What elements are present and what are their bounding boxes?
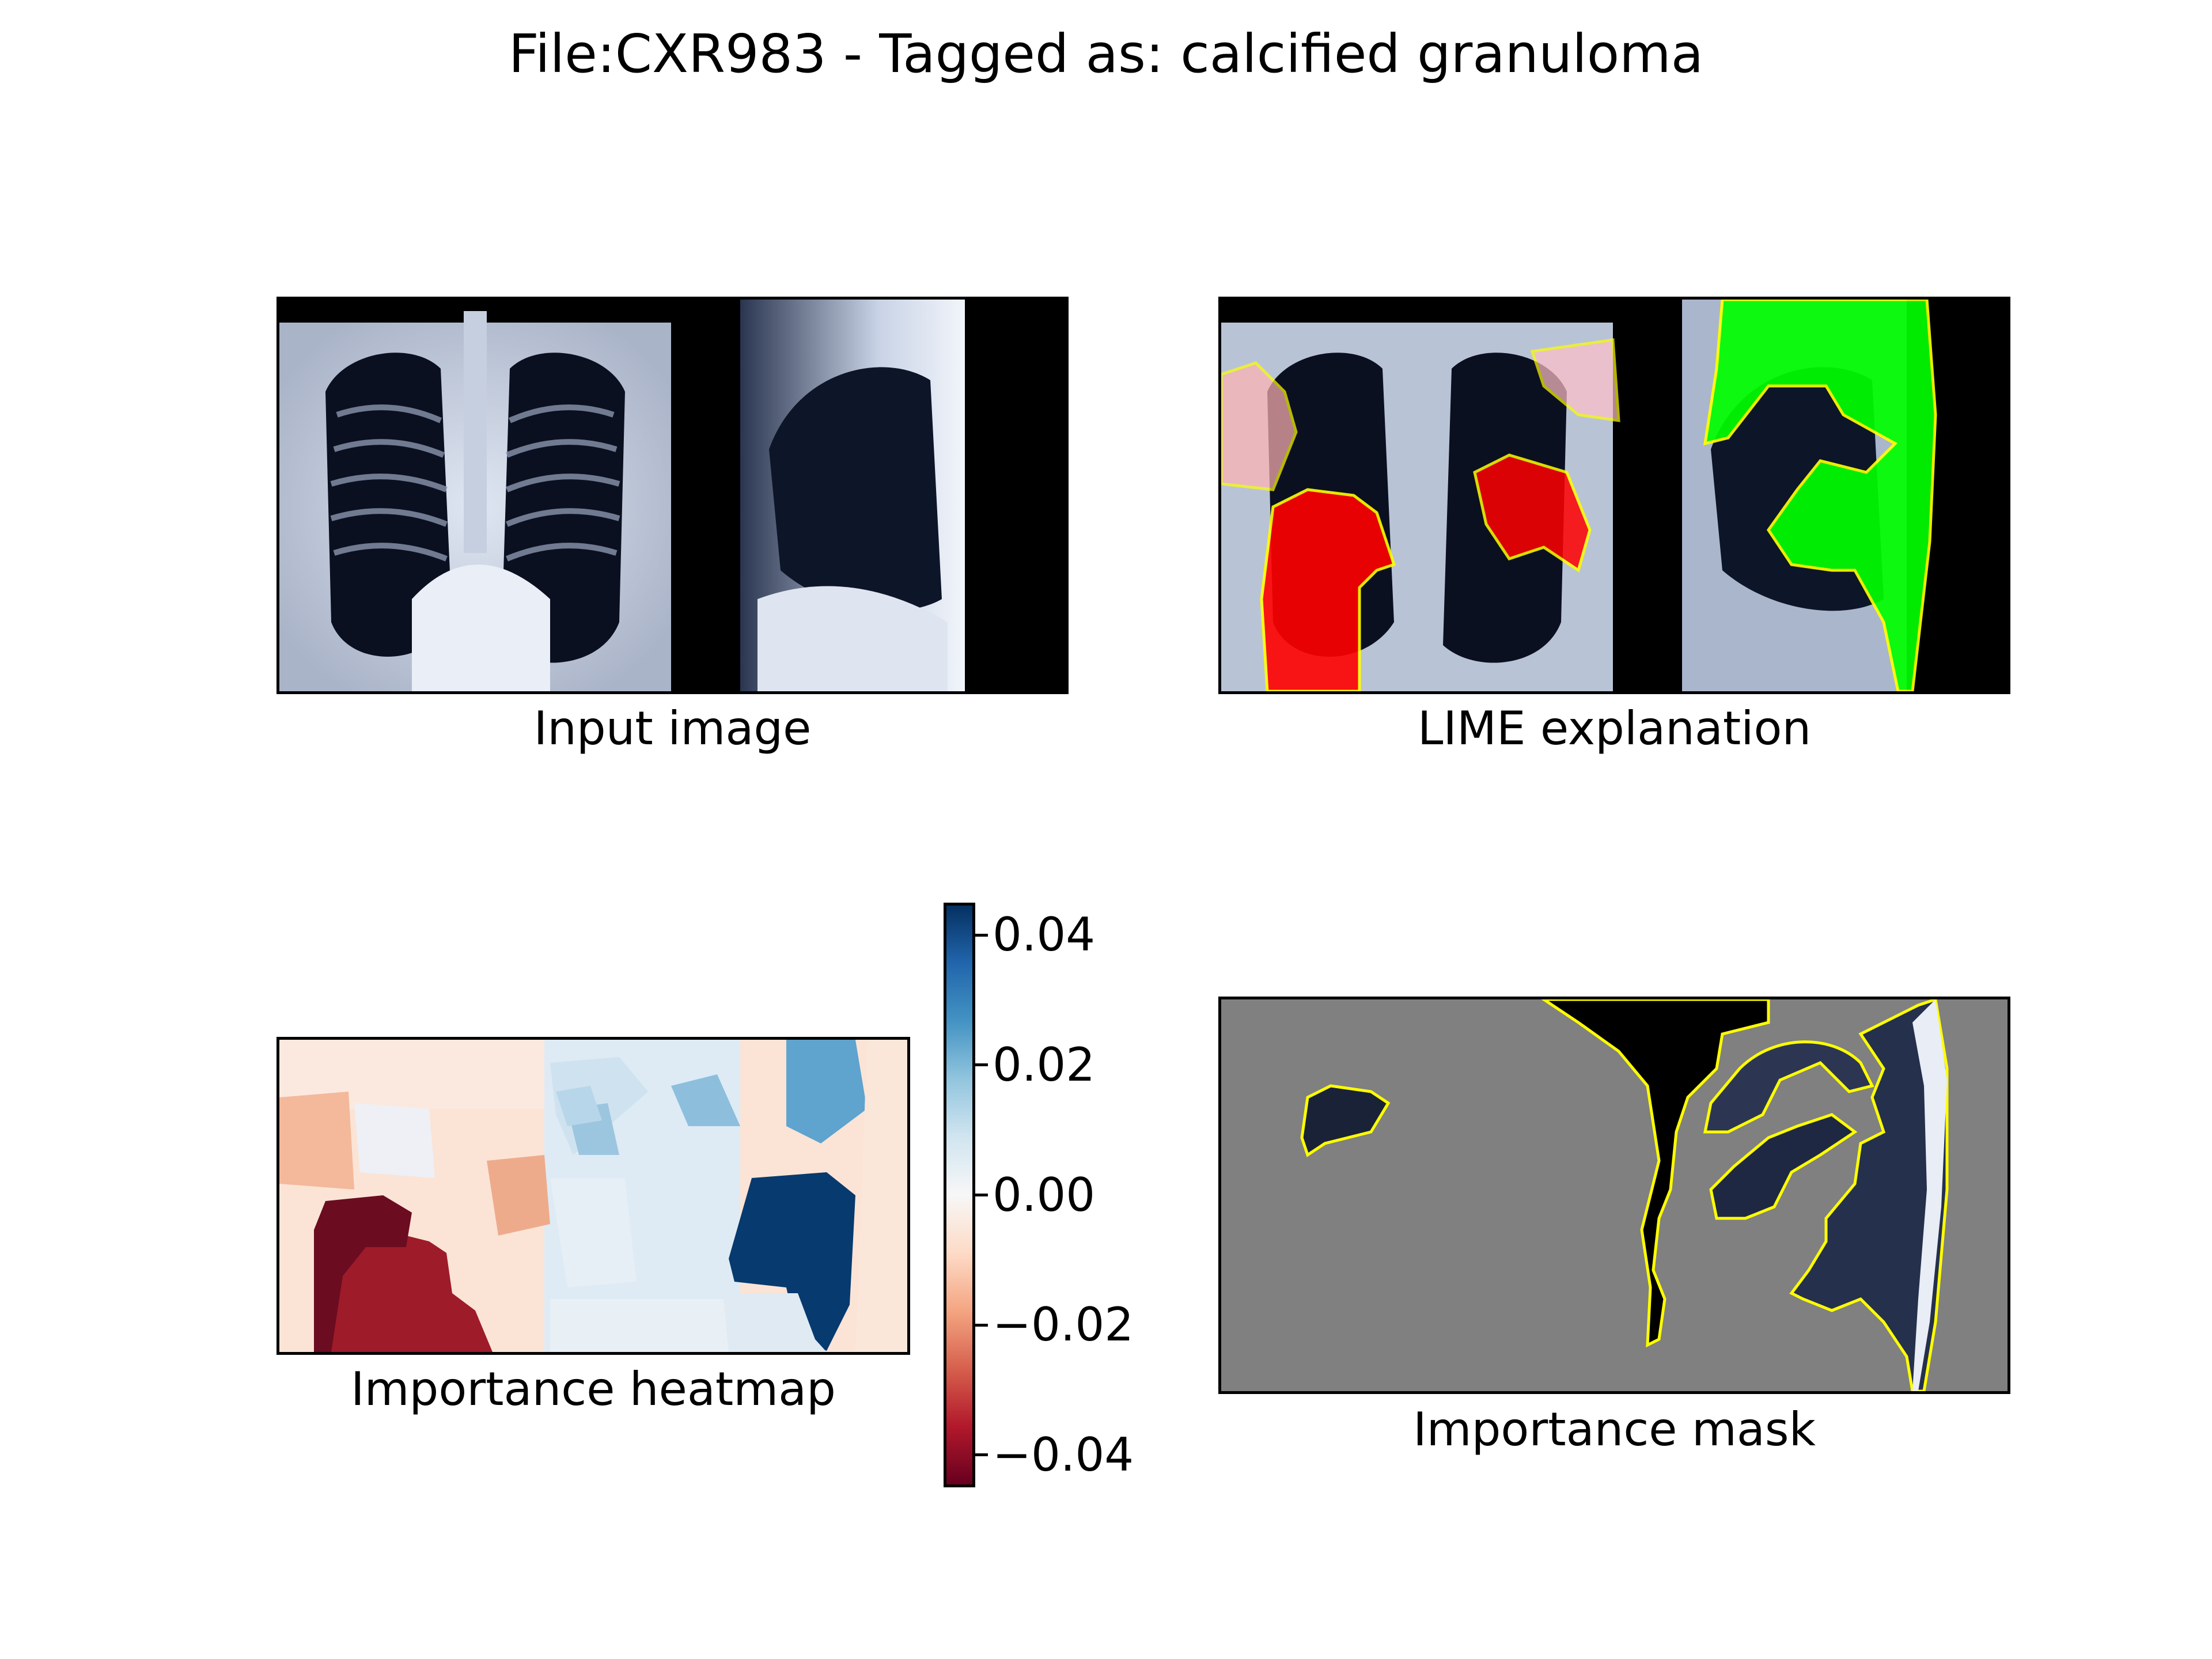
colorbar-tick-mark	[975, 1194, 988, 1196]
input-image-caption: Input image	[533, 702, 812, 755]
colorbar	[944, 903, 975, 1487]
colorbar-tick-mark	[975, 1453, 988, 1457]
positive-region-lateral	[1703, 300, 1937, 691]
heatmap-cell-positive-top	[786, 1040, 867, 1143]
input-image-panel	[276, 297, 1069, 694]
rib-lines	[330, 404, 620, 562]
colorbar-tick-label: −0.04	[993, 1427, 1134, 1482]
importance-heatmap-caption: Importance heatmap	[351, 1362, 836, 1416]
lime-explanation-panel	[1218, 297, 2010, 694]
importance-heatmap-panel	[276, 1037, 910, 1355]
colorbar-tick-label: 0.00	[993, 1168, 1096, 1222]
heatmap-cell-negative-strongest	[314, 1195, 412, 1352]
mask-region-lateral	[1789, 999, 1949, 1391]
mask-region-left	[1300, 1084, 1391, 1157]
colorbar-tick-label: 0.04	[993, 908, 1096, 962]
lime-explanation-caption: LIME explanation	[1417, 702, 1812, 755]
colorbar-tick-label: −0.02	[993, 1298, 1134, 1352]
negative-region-apex	[1530, 338, 1620, 422]
mask-region-center	[1541, 999, 1770, 1348]
heatmap-cell-negative-strong	[314, 1230, 493, 1352]
mask-region-upper-lateral	[1703, 1040, 1874, 1134]
lime-overlay-image	[1221, 300, 2008, 691]
colorbar-tick-mark	[975, 933, 988, 937]
mask-region-middle	[1709, 1113, 1858, 1220]
colorbar-tick-mark	[975, 1323, 988, 1327]
negative-region-right	[1473, 453, 1592, 573]
negative-region-shoulder	[1221, 361, 1298, 491]
input-xray-image	[279, 300, 1066, 691]
heatmap-image	[279, 1040, 907, 1352]
heatmap-cell-shoulder	[279, 1092, 354, 1190]
importance-mask-panel	[1218, 997, 2010, 1394]
colorbar-tick-mark	[975, 1063, 988, 1067]
colorbar-tick-label: 0.02	[993, 1037, 1096, 1092]
mask-image	[1221, 999, 2008, 1391]
importance-mask-caption: Importance mask	[1413, 1403, 1816, 1456]
heatmap-cell-positive-strong	[729, 1172, 855, 1351]
figure-title: File:CXR983 - Tagged as: calcified granu…	[508, 23, 1704, 85]
negative-region-left	[1260, 488, 1396, 691]
